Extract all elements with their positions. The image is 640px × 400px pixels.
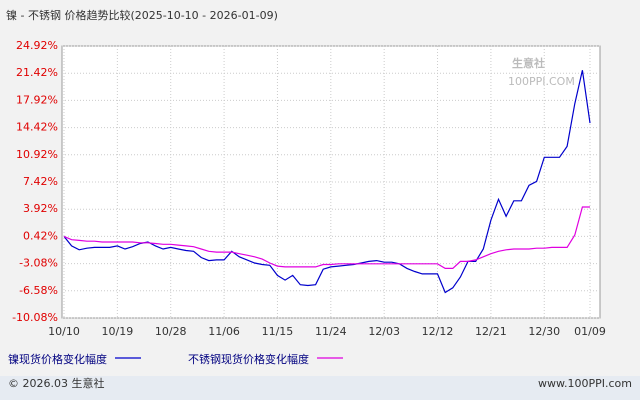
chart-title: 镍 - 不锈钢 价格趋势比较(2025-10-10 - 2026-01-09) xyxy=(6,8,278,22)
y-tick-label: 24.92% xyxy=(16,39,58,52)
y-tick-label: 14.42% xyxy=(16,121,58,134)
footer-right: www.100PPI.com xyxy=(538,377,632,390)
y-tick-label: 21.42% xyxy=(16,66,58,79)
x-tick-label: 10/19 xyxy=(102,325,134,338)
legend-label: 不锈钢现货价格变化幅度 xyxy=(188,352,309,366)
y-tick-label: 3.92% xyxy=(23,202,58,215)
series-line xyxy=(63,70,591,294)
x-tick-label: 01/09 xyxy=(574,325,606,338)
x-tick-label: 12/30 xyxy=(528,325,560,338)
footer-left: © 2026.03 生意社 xyxy=(8,376,104,390)
y-tick-label: -3.08% xyxy=(19,257,58,270)
y-tick-label: 10.92% xyxy=(16,148,58,161)
y-tick-label: 0.42% xyxy=(23,229,58,242)
x-tick-label: 12/21 xyxy=(475,325,507,338)
x-tick-label: 12/03 xyxy=(368,325,400,338)
x-tick-label: 10/28 xyxy=(155,325,187,338)
x-tick-label: 11/06 xyxy=(208,325,240,338)
y-tick-label: 17.92% xyxy=(16,93,58,106)
watermark: 100PPI.COM xyxy=(508,75,575,88)
y-tick-label: -6.58% xyxy=(19,284,58,297)
x-tick-label: 11/24 xyxy=(315,325,347,338)
watermark: 生意社 xyxy=(512,56,545,70)
y-tick-label: 7.42% xyxy=(23,175,58,188)
x-tick-label: 10/10 xyxy=(48,325,80,338)
footer-band xyxy=(0,376,640,400)
x-tick-label: 11/15 xyxy=(262,325,294,338)
series-line xyxy=(63,206,590,269)
legend-label: 镍现货价格变化幅度 xyxy=(8,352,107,366)
y-tick-label: -10.08% xyxy=(12,311,58,324)
x-tick-label: 12/12 xyxy=(422,325,454,338)
